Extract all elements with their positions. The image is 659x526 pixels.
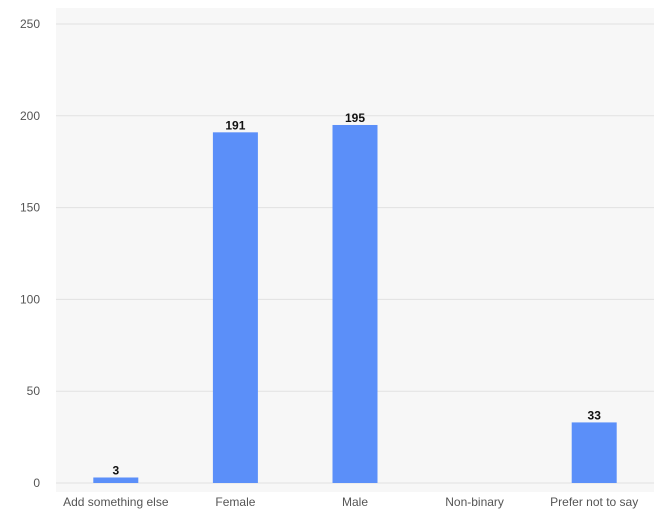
y-tick-label: 50 <box>27 384 41 398</box>
x-tick-label: Add something else <box>63 495 169 509</box>
data-label: 33 <box>588 408 602 422</box>
bar <box>212 132 258 483</box>
y-tick-label: 0 <box>33 476 40 490</box>
data-label: 191 <box>225 118 245 132</box>
x-tick-label: Female <box>215 495 255 509</box>
y-tick-label: 100 <box>20 292 40 306</box>
y-axis: 0 50 100 150 200 250 <box>20 17 40 490</box>
y-tick-label: 150 <box>20 201 40 215</box>
x-tick-label: Prefer not to say <box>550 495 638 509</box>
bar <box>332 124 378 483</box>
data-label: 3 <box>112 463 119 477</box>
x-axis: Add something else Female Male Non-binary Pr… <box>63 495 638 509</box>
data-label: 195 <box>345 111 365 125</box>
y-tick-label: 200 <box>20 109 40 123</box>
x-tick-label: Non-binary <box>445 495 504 509</box>
x-tick-label: Male <box>342 495 368 509</box>
data-labels: 3 191 195 33 <box>112 111 601 478</box>
bar <box>571 422 617 483</box>
y-tick-label: 250 <box>20 17 40 31</box>
bars <box>93 124 617 483</box>
bar <box>93 477 139 483</box>
